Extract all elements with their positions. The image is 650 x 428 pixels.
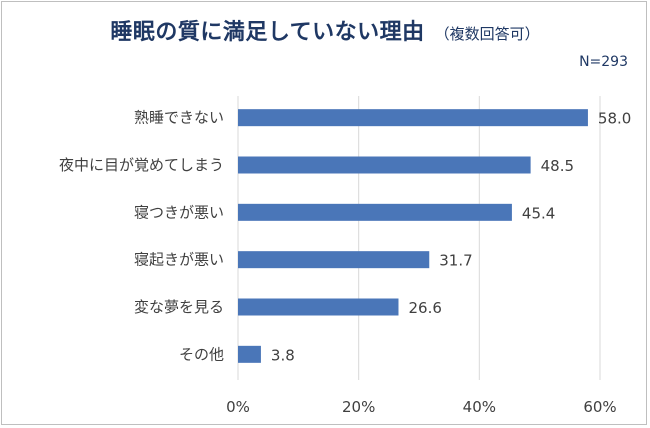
value-label-0: 58.0 <box>598 110 631 128</box>
gridlines <box>237 96 601 380</box>
bar-3 <box>238 251 430 269</box>
bar-2 <box>238 203 512 221</box>
value-labels: 58.0 48.5 45.4 31.7 26.6 3.8 <box>271 110 631 365</box>
category-label-2: 寝つきが悪い <box>134 203 224 221</box>
category-label-0: 熟睡できない <box>134 109 224 127</box>
sample-size-label: N=293 <box>579 54 628 70</box>
value-label-4: 26.6 <box>408 299 441 317</box>
chart-title: 睡眠の質に満足していない理由 （複数回答可） <box>0 14 650 46</box>
category-label-1: 夜中に目が覚めてしまう <box>59 156 224 174</box>
chart-title-main: 睡眠の質に満足していない理由 <box>110 20 425 45</box>
category-label-3: 寝起きが悪い <box>134 251 224 269</box>
x-tick-labels: 0% 20% 40% 60% <box>226 398 617 416</box>
value-label-1: 48.5 <box>541 157 574 175</box>
x-tick-label-1: 20% <box>342 398 375 416</box>
bar-4 <box>238 298 399 316</box>
x-tick-label-3: 60% <box>583 398 616 416</box>
x-tick-label-0: 0% <box>226 398 250 416</box>
category-label-4: 変な夢を見る <box>134 298 224 316</box>
value-label-3: 31.7 <box>439 252 472 270</box>
x-tick-label-2: 40% <box>463 398 496 416</box>
bar-5 <box>238 345 261 363</box>
value-label-5: 3.8 <box>271 346 295 364</box>
value-label-2: 45.4 <box>522 204 555 222</box>
category-label-5: その他 <box>179 345 224 363</box>
bar-0 <box>238 109 588 127</box>
bar-1 <box>238 156 531 174</box>
bars <box>238 109 588 363</box>
chart-subtitle: （複数回答可） <box>434 25 540 43</box>
